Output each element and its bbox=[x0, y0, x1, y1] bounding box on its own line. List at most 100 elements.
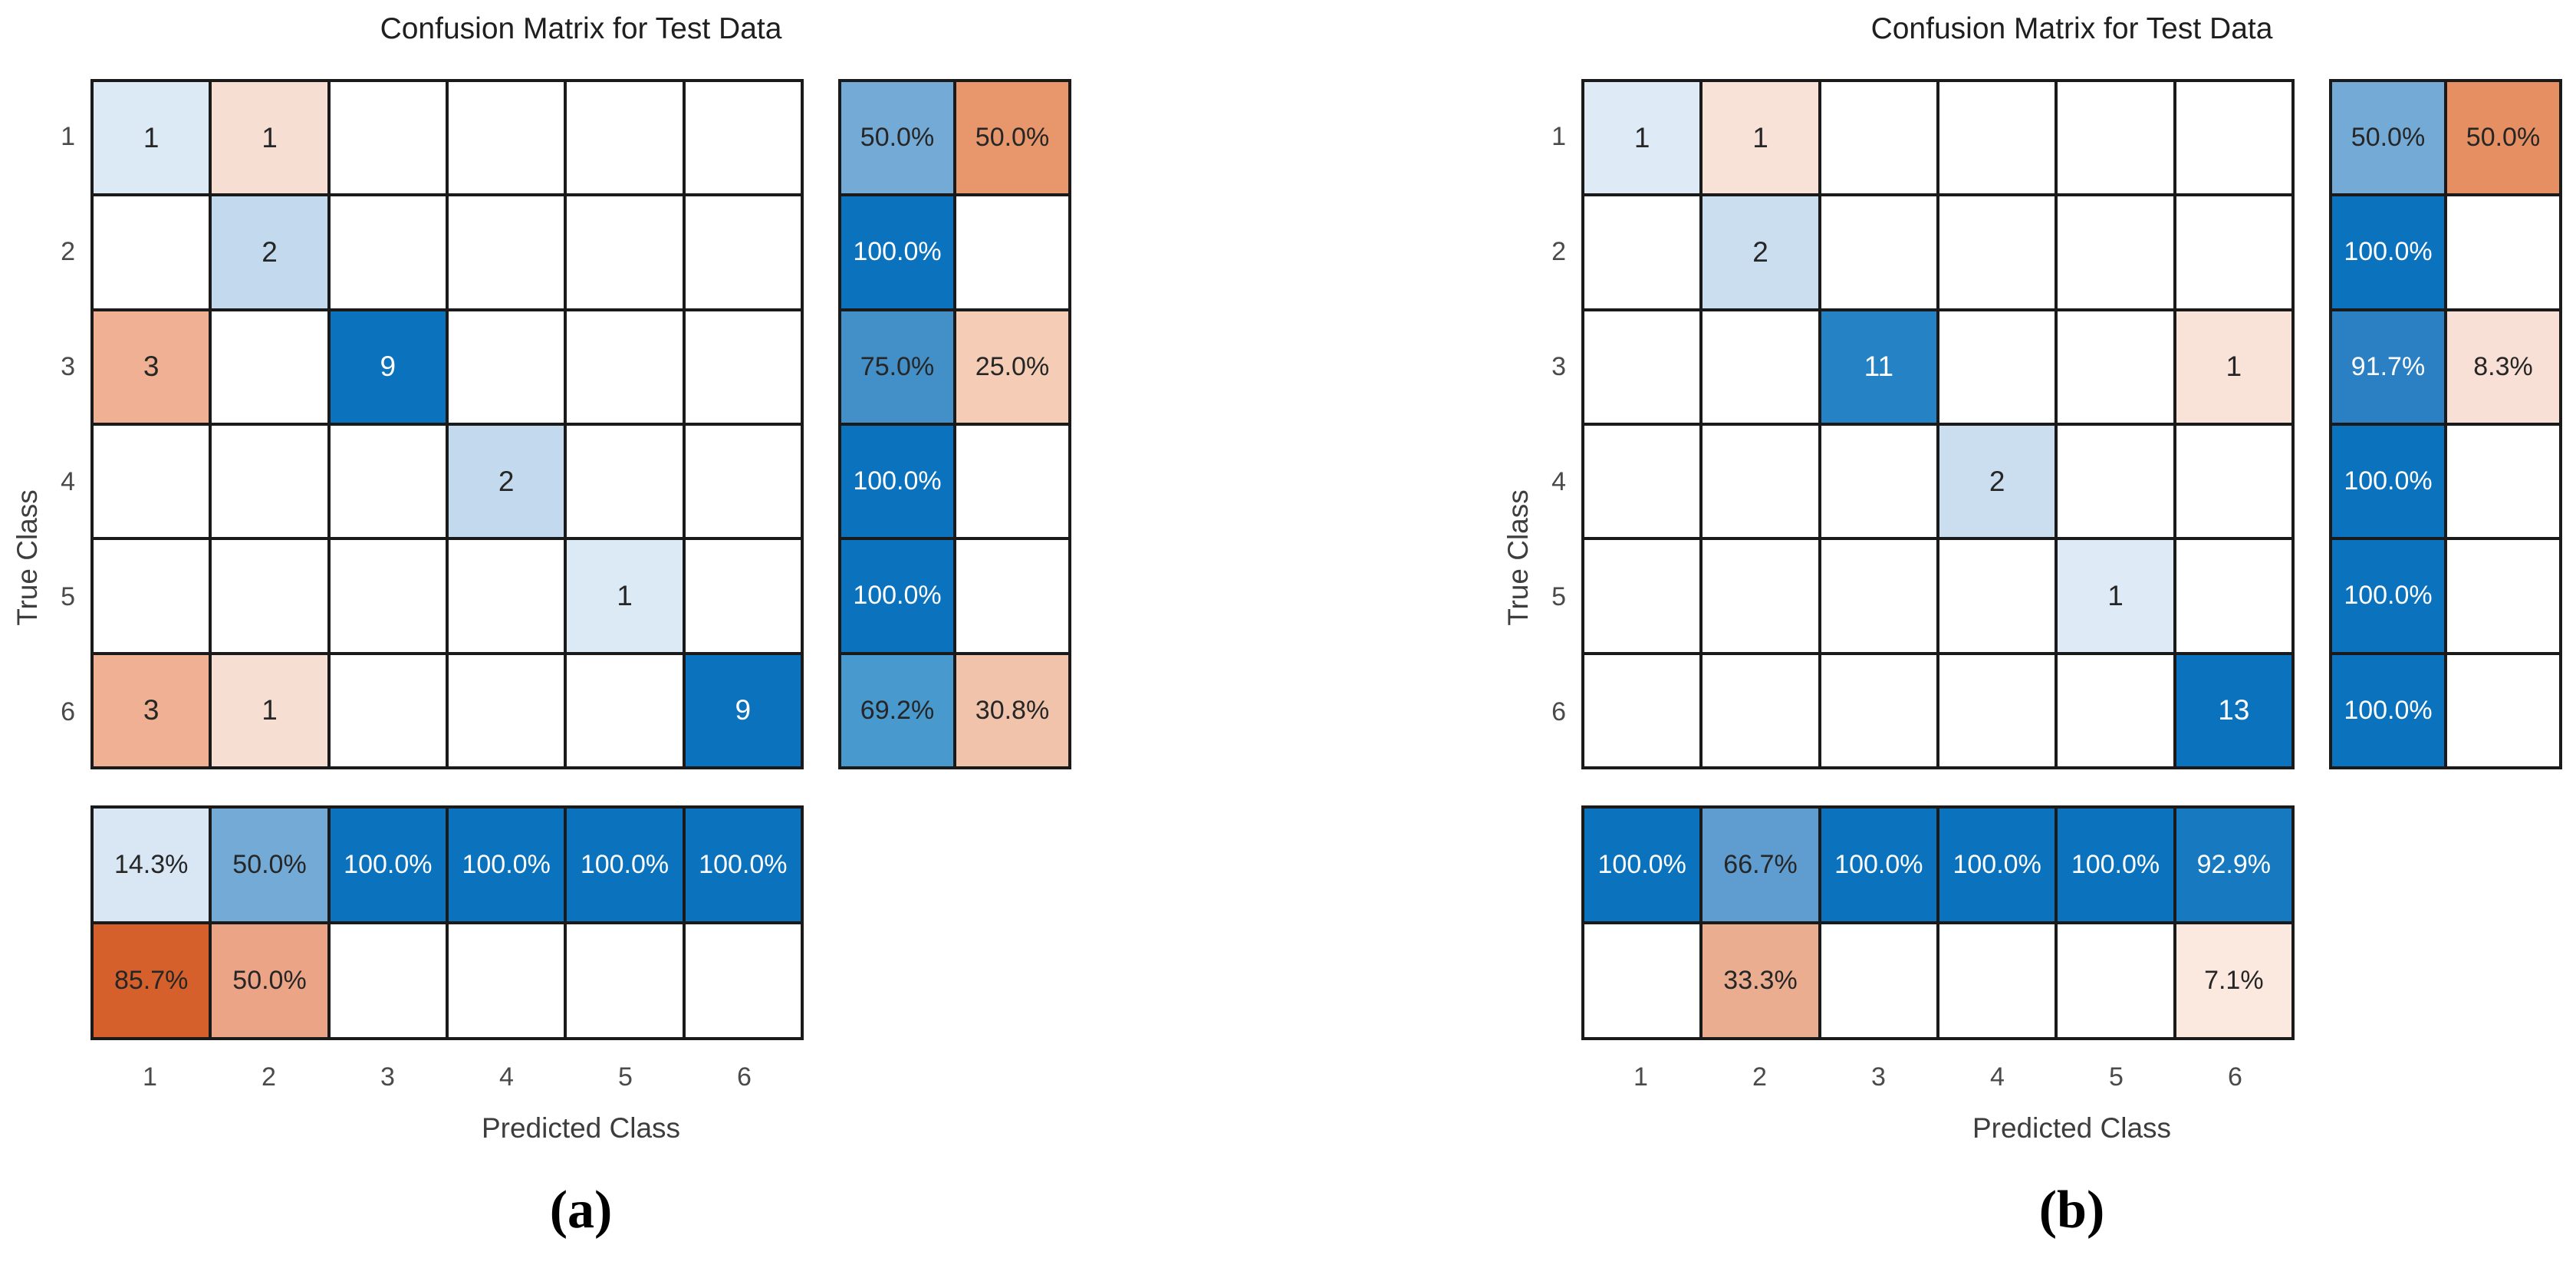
matrix-cell bbox=[2058, 425, 2173, 538]
confusion-chart-a: Confusion Matrix for Test Data True Clas… bbox=[0, 0, 1120, 1268]
row-summary-cell: 30.8% bbox=[956, 654, 1068, 766]
column-summary-cell: 50.0% bbox=[212, 809, 327, 921]
matrix-cell bbox=[448, 82, 564, 194]
matrix-cell bbox=[448, 311, 564, 423]
y-tick-label: 1 bbox=[1551, 121, 1566, 151]
row-summary-cell: 100.0% bbox=[2332, 654, 2444, 766]
y-tick-labels: 1 2 3 4 5 6 bbox=[1502, 79, 1568, 769]
matrix-cell bbox=[94, 540, 209, 652]
matrix-cell bbox=[685, 82, 801, 194]
matrix-cell: 9 bbox=[685, 654, 801, 766]
matrix-cell bbox=[1584, 311, 1700, 423]
matrix-cell bbox=[685, 311, 801, 423]
matrix-cell: 2 bbox=[212, 196, 327, 308]
y-tick-label: 6 bbox=[61, 697, 75, 726]
column-summary-cell: 100.0% bbox=[330, 809, 446, 921]
x-tick-label: 4 bbox=[499, 1062, 514, 1092]
matrix-cell bbox=[212, 540, 327, 652]
x-tick-labels: 1 2 3 4 5 6 bbox=[1581, 1052, 2295, 1102]
x-tick-label: 2 bbox=[262, 1062, 276, 1092]
matrix-cell: 1 bbox=[2058, 540, 2173, 652]
x-tick-label: 1 bbox=[1633, 1062, 1648, 1092]
column-summary-cell: 92.9% bbox=[2176, 809, 2291, 921]
row-summary-cell bbox=[2447, 196, 2559, 308]
column-summary-cell: 100.0% bbox=[1821, 809, 1936, 921]
matrix-cell bbox=[1703, 540, 1818, 652]
matrix-cell bbox=[2176, 425, 2291, 538]
matrix-cell bbox=[1703, 654, 1818, 766]
matrix-cell bbox=[212, 311, 327, 423]
confusion-chart-b: Confusion Matrix for Test Data True Clas… bbox=[1491, 0, 2576, 1268]
column-summary-cell bbox=[330, 924, 446, 1037]
matrix-cell bbox=[1821, 540, 1936, 652]
x-tick-label: 3 bbox=[380, 1062, 395, 1092]
column-summary-cell bbox=[448, 924, 564, 1037]
matrix-cell: 13 bbox=[2176, 654, 2291, 766]
matrix-cell bbox=[1939, 540, 2055, 652]
matrix-cell bbox=[330, 654, 446, 766]
matrix-cell bbox=[1703, 425, 1818, 538]
matrix-cell bbox=[94, 196, 209, 308]
matrix-cell bbox=[2058, 311, 2173, 423]
matrix-cell: 2 bbox=[448, 425, 564, 538]
matrix-cell bbox=[330, 196, 446, 308]
matrix-cell bbox=[448, 540, 564, 652]
column-summary-cell: 33.3% bbox=[1703, 924, 1818, 1037]
subfigure-caption-b: (b) bbox=[2038, 1181, 2105, 1240]
x-tick-label: 3 bbox=[1871, 1062, 1886, 1092]
x-tick-label: 2 bbox=[1752, 1062, 1767, 1092]
matrix-cell: 1 bbox=[212, 82, 327, 194]
y-tick-label: 4 bbox=[1551, 466, 1566, 496]
column-summary-cell bbox=[2058, 924, 2173, 1037]
row-summary-cell: 91.7% bbox=[2332, 311, 2444, 423]
x-tick-label: 6 bbox=[737, 1062, 752, 1092]
matrix-cell bbox=[1939, 654, 2055, 766]
matrix-cell: 1 bbox=[94, 82, 209, 194]
row-summary-cell bbox=[956, 196, 1068, 308]
row-summary-cell: 50.0% bbox=[2332, 82, 2444, 194]
matrix-cell: 3 bbox=[94, 654, 209, 766]
matrix-cell: 3 bbox=[94, 311, 209, 423]
column-summary-grid: 14.3% 50.0% 100.0% 100.0% 100.0% 100.0% 85.7% 5… bbox=[90, 805, 804, 1040]
matrix-cell bbox=[2176, 540, 2291, 652]
row-summary-grid: 50.0% 50.0% 100.0% 75.0% 25.0% 100.0% 100.0% 69… bbox=[838, 79, 1071, 769]
matrix-cell bbox=[685, 196, 801, 308]
row-summary-cell: 100.0% bbox=[2332, 540, 2444, 652]
matrix-cell bbox=[212, 425, 327, 538]
x-tick-label: 1 bbox=[143, 1062, 157, 1092]
matrix-cell bbox=[94, 425, 209, 538]
column-summary-cell: 85.7% bbox=[94, 924, 209, 1037]
column-summary-cell: 50.0% bbox=[212, 924, 327, 1037]
matrix-cell bbox=[2176, 196, 2291, 308]
matrix-cell: 1 bbox=[212, 654, 327, 766]
row-summary-cell bbox=[2447, 654, 2559, 766]
column-summary-cell: 100.0% bbox=[685, 809, 801, 921]
matrix-cell bbox=[685, 540, 801, 652]
column-summary-cell bbox=[1939, 924, 2055, 1037]
chart-title: Confusion Matrix for Test Data bbox=[380, 12, 782, 45]
row-summary-cell: 8.3% bbox=[2447, 311, 2559, 423]
matrix-cell bbox=[1584, 425, 1700, 538]
matrix-cell bbox=[1584, 196, 1700, 308]
matrix-cell: 2 bbox=[1703, 196, 1818, 308]
matrix-cell bbox=[330, 540, 446, 652]
y-tick-label: 2 bbox=[61, 236, 75, 266]
matrix-cell bbox=[1821, 425, 1936, 538]
column-summary-cell bbox=[1584, 924, 1700, 1037]
row-summary-cell: 100.0% bbox=[841, 540, 953, 652]
matrix-cell: 1 bbox=[1703, 82, 1818, 194]
column-summary-cell: 100.0% bbox=[448, 809, 564, 921]
matrix-cell bbox=[1939, 311, 2055, 423]
matrix-cell bbox=[2058, 196, 2173, 308]
x-axis-label: Predicted Class bbox=[481, 1112, 681, 1144]
row-summary-cell: 50.0% bbox=[956, 82, 1068, 194]
matrix-cell bbox=[1821, 654, 1936, 766]
matrix-cell: 2 bbox=[1939, 425, 2055, 538]
matrix-cell bbox=[1821, 196, 1936, 308]
matrix-cell bbox=[2058, 654, 2173, 766]
y-tick-label: 4 bbox=[61, 466, 75, 496]
matrix-cell bbox=[330, 425, 446, 538]
matrix-cell bbox=[330, 82, 446, 194]
